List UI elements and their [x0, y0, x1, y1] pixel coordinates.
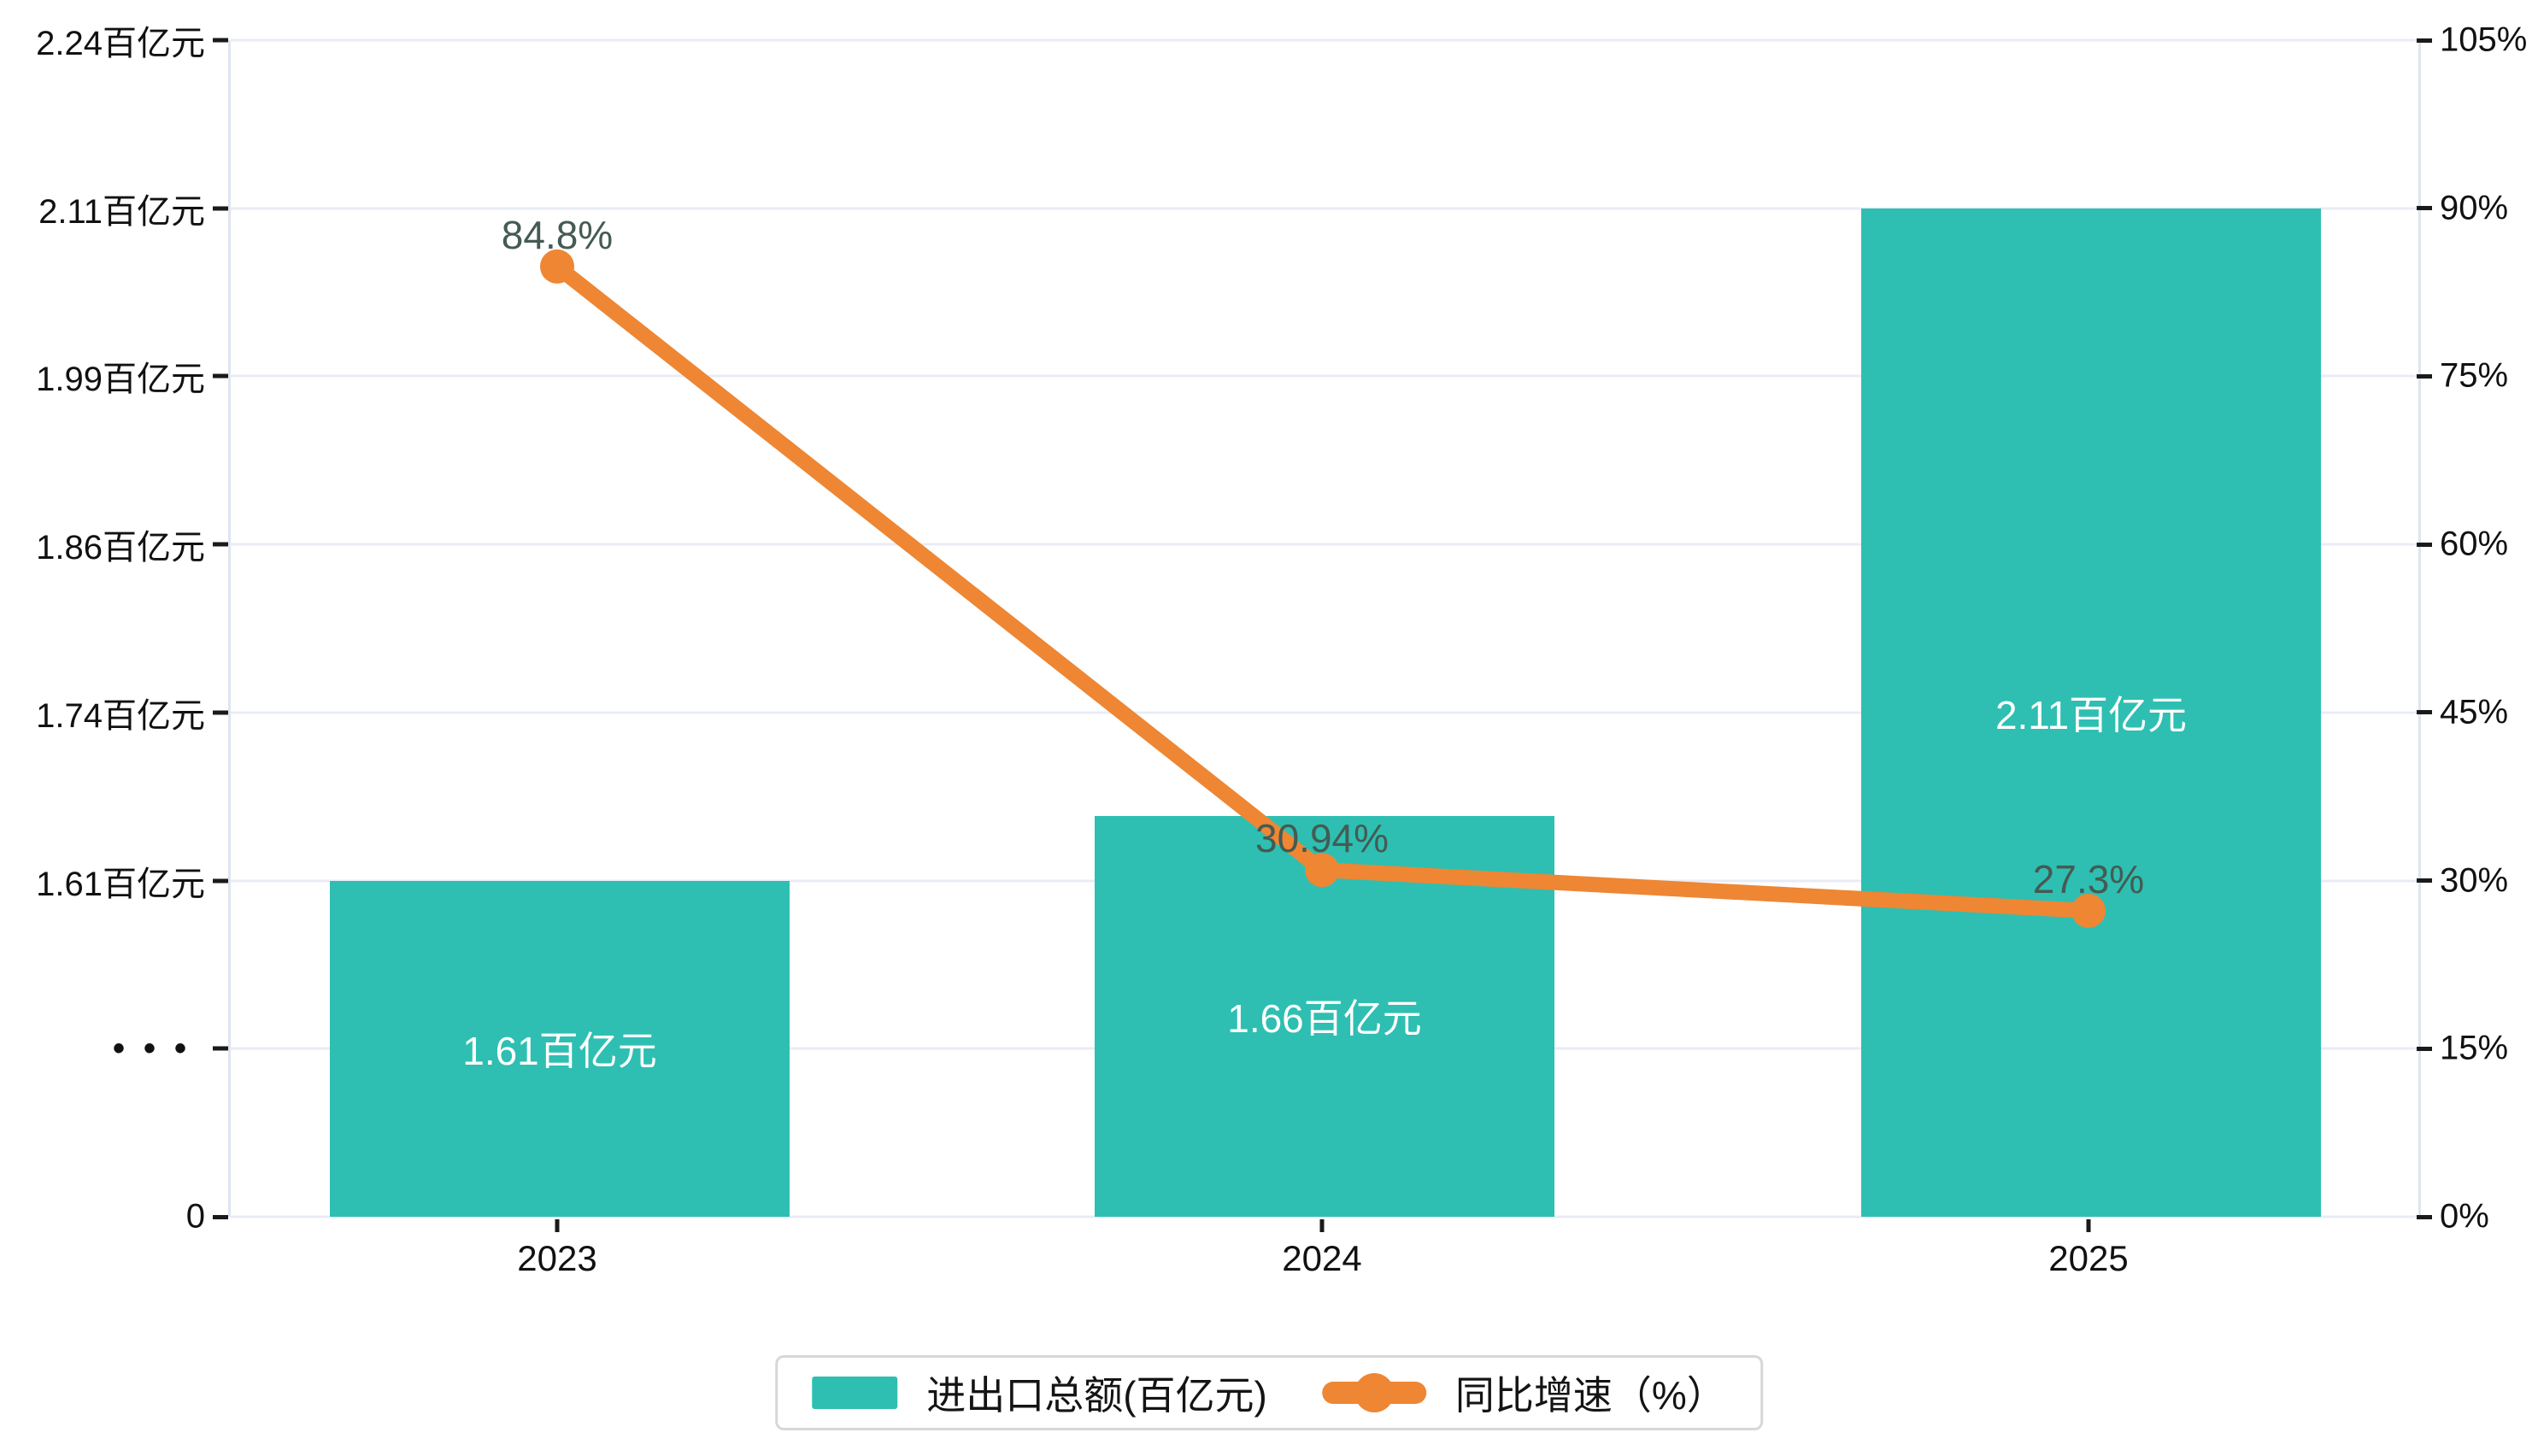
y-left-tick-label: 2.24百亿元 — [0, 15, 205, 65]
line-marker-2024[interactable] — [1305, 853, 1339, 888]
gridline — [231, 38, 2418, 42]
y-left-tick-label: 0 — [0, 1198, 205, 1236]
bar-2023[interactable]: 1.61百亿元 — [330, 880, 790, 1217]
gridline — [231, 207, 2418, 210]
y-left-tick-label: 1.86百亿元 — [0, 520, 205, 569]
y-axis-break-marker: ••• — [0, 1031, 205, 1066]
legend-label: 进出口总额(百亿元) — [926, 1373, 1267, 1418]
x-tick-2024: 2024 — [1219, 1238, 1425, 1279]
gridline — [231, 1215, 2418, 1218]
y-right-tick-label: 15% — [2440, 1029, 2509, 1067]
legend-item-bar-series[interactable]: 进出口总额(百亿元) — [812, 1365, 1267, 1421]
y-left-tick-label: 2.11百亿元 — [0, 184, 205, 233]
x-tick-2025: 2025 — [1986, 1238, 2191, 1279]
bar-series-swatch-icon — [812, 1377, 898, 1409]
y-left-tick-label: 1.99百亿元 — [0, 351, 205, 401]
bar-2025[interactable]: 2.11百亿元 — [1861, 208, 2321, 1217]
bar-value-label: 1.61百亿元 — [462, 1029, 657, 1074]
point-label-2025: 27.3% — [2032, 856, 2145, 901]
legend-item-line-series[interactable]: 同比增速（%） — [1321, 1365, 1726, 1421]
bar-value-label: 2.11百亿元 — [1995, 692, 2188, 737]
point-label-2023: 84.8% — [501, 212, 614, 257]
line-series-swatch-icon — [1321, 1373, 1426, 1412]
y-right-tick-label: 45% — [2440, 693, 2509, 731]
line-marker-2025[interactable] — [2071, 894, 2106, 928]
y-right-tick-label: 30% — [2440, 861, 2509, 900]
y-left-tick-label: 1.61百亿元 — [0, 856, 205, 906]
y-right-tick-label: 75% — [2440, 356, 2509, 395]
y-axis-right: 105% 90% 75% 60% 45% 30% 15% 0% — [2440, 0, 2538, 1456]
y-right-tick-label: 0% — [2440, 1197, 2489, 1236]
legend-label: 同比增速（%） — [1454, 1373, 1726, 1418]
y-right-tick-label: 90% — [2440, 189, 2509, 227]
x-tick-2023: 2023 — [455, 1238, 660, 1279]
point-label-2024: 30.94% — [1254, 816, 1389, 861]
y-axis-left: 2.24百亿元 2.11百亿元 1.99百亿元 1.86百亿元 1.74百亿元 … — [0, 0, 205, 1456]
y-right-tick-label: 60% — [2440, 525, 2509, 563]
bar-value-label: 1.66百亿元 — [1227, 996, 1422, 1042]
y-right-tick-label: 105% — [2440, 21, 2528, 59]
y-left-tick-label: 1.74百亿元 — [0, 688, 205, 737]
legend: 进出口总额(百亿元) 同比增速（%） — [775, 1355, 1763, 1430]
legend-line-dot — [1354, 1373, 1394, 1412]
line-marker-2023[interactable] — [540, 249, 574, 284]
